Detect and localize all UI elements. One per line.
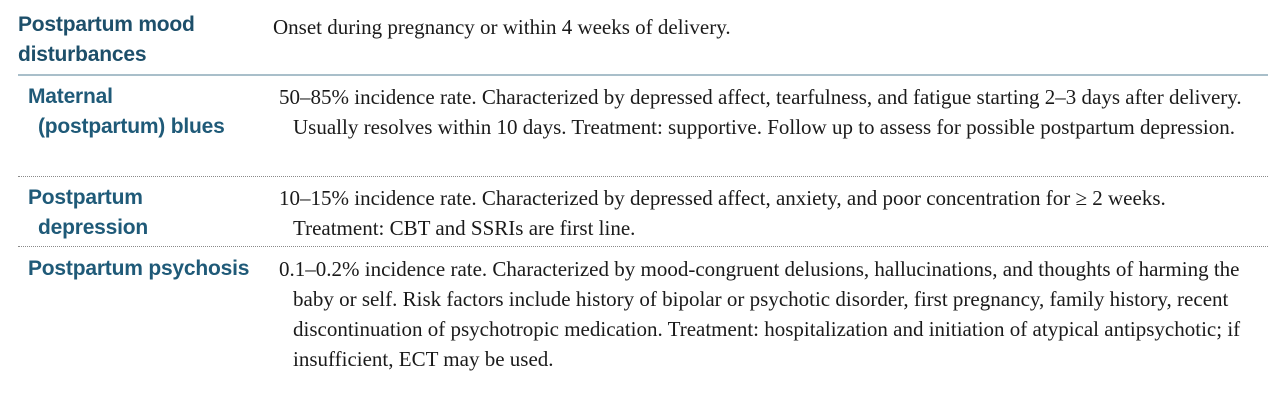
row-term: Postpartum psychosis (18, 254, 273, 284)
row-term-line1: Postpartum psychosis (28, 257, 250, 280)
row-description: 50–85% incidence rate. Characterized by … (279, 85, 1242, 139)
row-term-line1: Maternal (28, 85, 113, 108)
header-term-line2: disturbances (18, 43, 147, 66)
header-term: Postpartum mood disturbances (18, 10, 273, 70)
row-description: 10–15% incidence rate. Characterized by … (279, 186, 1166, 240)
table-header-row: Postpartum mood disturbances Onset durin… (18, 10, 1268, 76)
header-term-line1: Postpartum mood (18, 13, 195, 36)
header-divider (18, 74, 1268, 76)
row-divider (18, 246, 1268, 247)
table-row-postpartum-psychosis: Postpartum psychosis 0.1–0.2% incidence … (18, 254, 1253, 374)
row-divider (18, 176, 1268, 177)
row-term: Postpartum depression (18, 183, 273, 243)
row-term-line2: (postpartum) blues (38, 115, 225, 138)
row-term-line2: depression (38, 216, 149, 239)
row-term-line1: Postpartum (28, 186, 143, 209)
postpartum-mood-table: Postpartum mood disturbances Onset durin… (18, 10, 1268, 371)
row-description: 0.1–0.2% incidence rate. Characterized b… (279, 257, 1241, 371)
row-term: Maternal (postpartum) blues (18, 82, 273, 142)
table-row-postpartum-depression: Postpartum depression 10–15% incidence r… (18, 183, 1253, 243)
table-row-maternal-blues: Maternal (postpartum) blues 50–85% incid… (18, 82, 1253, 142)
header-description: Onset during pregnancy or within 4 weeks… (273, 15, 731, 39)
